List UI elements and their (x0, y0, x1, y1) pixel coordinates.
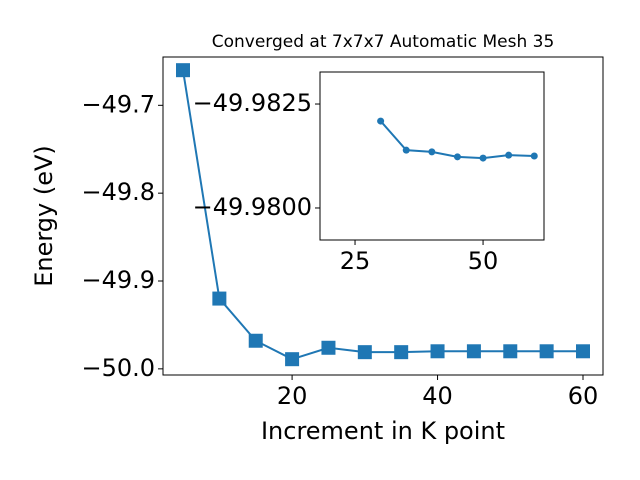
marker (530, 152, 538, 160)
marker (357, 345, 372, 360)
marker (576, 344, 590, 359)
marker (428, 148, 436, 156)
marker (505, 151, 513, 159)
y-tick-label: −49.9825 (193, 89, 312, 117)
marker (176, 63, 190, 78)
x-tick-label: 60 (568, 382, 599, 410)
y-axis-label: Energy (eV) (30, 145, 58, 287)
x-axis-label: Increment in K point (261, 417, 505, 445)
x-tick-label: 50 (468, 247, 499, 275)
y-tick-label: −49.9800 (193, 193, 312, 221)
marker (212, 291, 227, 306)
marker (285, 352, 300, 367)
y-tick-label: −49.9 (81, 266, 155, 294)
y-tick-label: −50.0 (81, 354, 155, 382)
x-tick-label: 40 (422, 382, 453, 410)
chart-title: Converged at 7x7x7 Automatic Mesh 35 (212, 32, 555, 52)
marker (479, 154, 487, 162)
x-tick-label: 20 (277, 382, 308, 410)
y-tick-label: −49.8 (81, 178, 155, 206)
marker (430, 344, 445, 359)
marker (466, 344, 481, 359)
y-tick-label: −49.7 (81, 90, 155, 118)
marker (503, 344, 518, 359)
marker (321, 340, 336, 355)
marker (539, 344, 554, 359)
marker (248, 333, 263, 348)
plot-content (176, 63, 590, 367)
marker (453, 153, 461, 161)
marker (377, 117, 385, 125)
marker (402, 146, 410, 154)
marker (394, 345, 409, 360)
plot-content (377, 117, 538, 162)
x-tick-label: 25 (340, 247, 371, 275)
